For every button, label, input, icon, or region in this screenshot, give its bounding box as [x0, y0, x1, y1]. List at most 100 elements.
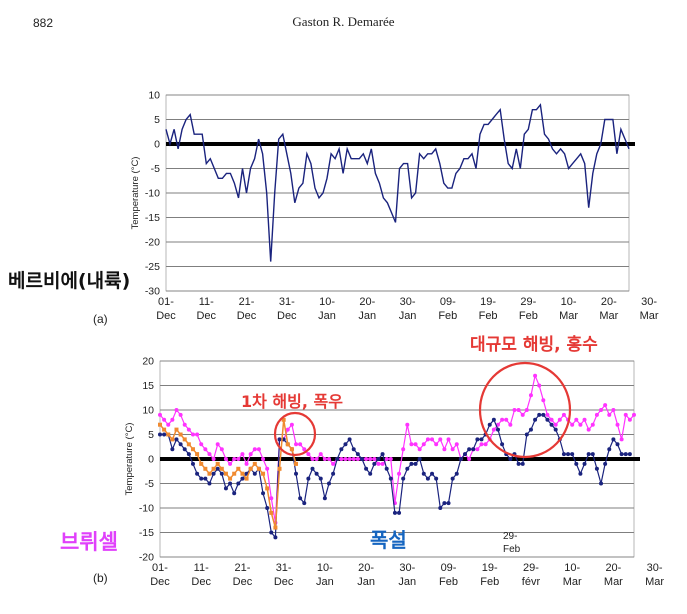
data-point [397, 510, 402, 515]
data-point [524, 432, 529, 437]
data-point [632, 412, 636, 417]
data-point [265, 506, 270, 510]
data-point [219, 447, 224, 452]
data-point [158, 412, 162, 417]
data-point [331, 471, 336, 476]
data-point [520, 461, 525, 466]
data-point [302, 501, 307, 506]
data-point [343, 457, 348, 461]
page-number: 882 [33, 16, 54, 30]
data-point [553, 422, 558, 427]
data-point [182, 437, 187, 442]
x-tick-label: 11- [199, 296, 214, 308]
data-point [545, 417, 550, 422]
data-point [376, 457, 381, 461]
y-tick-label: 20 [142, 356, 154, 368]
data-point [438, 506, 443, 510]
data-point [236, 481, 241, 486]
data-point [586, 427, 591, 432]
x-tick-label: 20- [601, 296, 617, 308]
x-tick-label: Dec [277, 310, 297, 322]
data-point [594, 466, 599, 471]
data-point [434, 442, 439, 447]
chart-b: 20 15 10 5 0 -5 -10 -15 -20 Temperature (°C) 01- De… [124, 356, 664, 589]
data-point [491, 417, 496, 422]
data-point [553, 427, 558, 432]
data-point [240, 452, 245, 457]
data-point [203, 447, 208, 452]
y-tick-label: 0 [154, 139, 160, 151]
data-point [236, 466, 241, 471]
x-tick-label: 10- [564, 562, 580, 574]
data-point [232, 471, 237, 476]
data-point [483, 442, 488, 447]
y-tick-label: -10 [139, 503, 154, 515]
data-point [195, 432, 200, 437]
data-point [475, 437, 480, 442]
data-point [298, 442, 303, 447]
x-tick-label: Dec [196, 310, 216, 322]
data-point [269, 530, 274, 535]
x-tick-label: Feb [519, 310, 538, 322]
x-tick-label: 19- [482, 562, 498, 574]
data-point [590, 422, 595, 427]
data-point [158, 432, 162, 437]
data-point [322, 457, 327, 461]
data-point [561, 452, 566, 457]
data-point [413, 442, 418, 447]
y-tick-label: 0 [148, 454, 154, 466]
data-point [178, 412, 183, 417]
x-tick-label: 19- [480, 296, 496, 308]
x-tick-label: Feb [439, 576, 458, 588]
data-point [409, 461, 414, 466]
x-tick-label: 11- [194, 562, 209, 574]
data-point [533, 373, 538, 378]
data-point [528, 393, 533, 398]
x-tick-label: 20- [605, 562, 621, 574]
y-tick-label: -10 [145, 188, 160, 200]
x-tick-label: 09- [440, 296, 456, 308]
data-point [174, 427, 179, 432]
data-point [273, 535, 278, 540]
data-point [463, 452, 468, 457]
data-point [380, 461, 385, 466]
data-point [232, 457, 237, 461]
x-tick-label: 30- [641, 296, 657, 308]
data-point [302, 447, 307, 452]
data-point [314, 471, 319, 476]
x-tick-label: 10- [561, 296, 577, 308]
data-point [603, 461, 608, 466]
data-point [355, 452, 360, 457]
data-point [417, 447, 422, 452]
data-point [479, 442, 484, 447]
data-point [166, 422, 171, 427]
data-point [355, 457, 360, 461]
y-tick-label: -15 [139, 527, 154, 539]
data-point [211, 466, 216, 471]
data-point [458, 457, 463, 461]
data-point [199, 461, 204, 466]
data-point [627, 417, 632, 422]
data-point [376, 461, 381, 466]
data-point [619, 452, 624, 457]
highlight-circle-major-thaw [478, 361, 572, 459]
data-point [454, 442, 459, 447]
data-point [228, 481, 233, 486]
data-point [561, 412, 566, 417]
data-point [236, 457, 241, 461]
x-tick-label: 21- [239, 296, 255, 308]
data-point [359, 457, 364, 461]
panel-b-label: (b) [93, 571, 108, 585]
data-point [615, 442, 620, 447]
data-point [388, 457, 393, 461]
data-point [351, 457, 356, 461]
y-tick-label: 15 [142, 380, 154, 392]
data-point [174, 408, 179, 412]
data-point [368, 457, 373, 461]
series-line [165, 103, 630, 262]
series-line [159, 419, 297, 528]
annotation-verbier: 베르비에(내륙) [8, 270, 131, 292]
data-point [211, 457, 216, 461]
data-point [516, 408, 521, 412]
data-point [594, 412, 599, 417]
